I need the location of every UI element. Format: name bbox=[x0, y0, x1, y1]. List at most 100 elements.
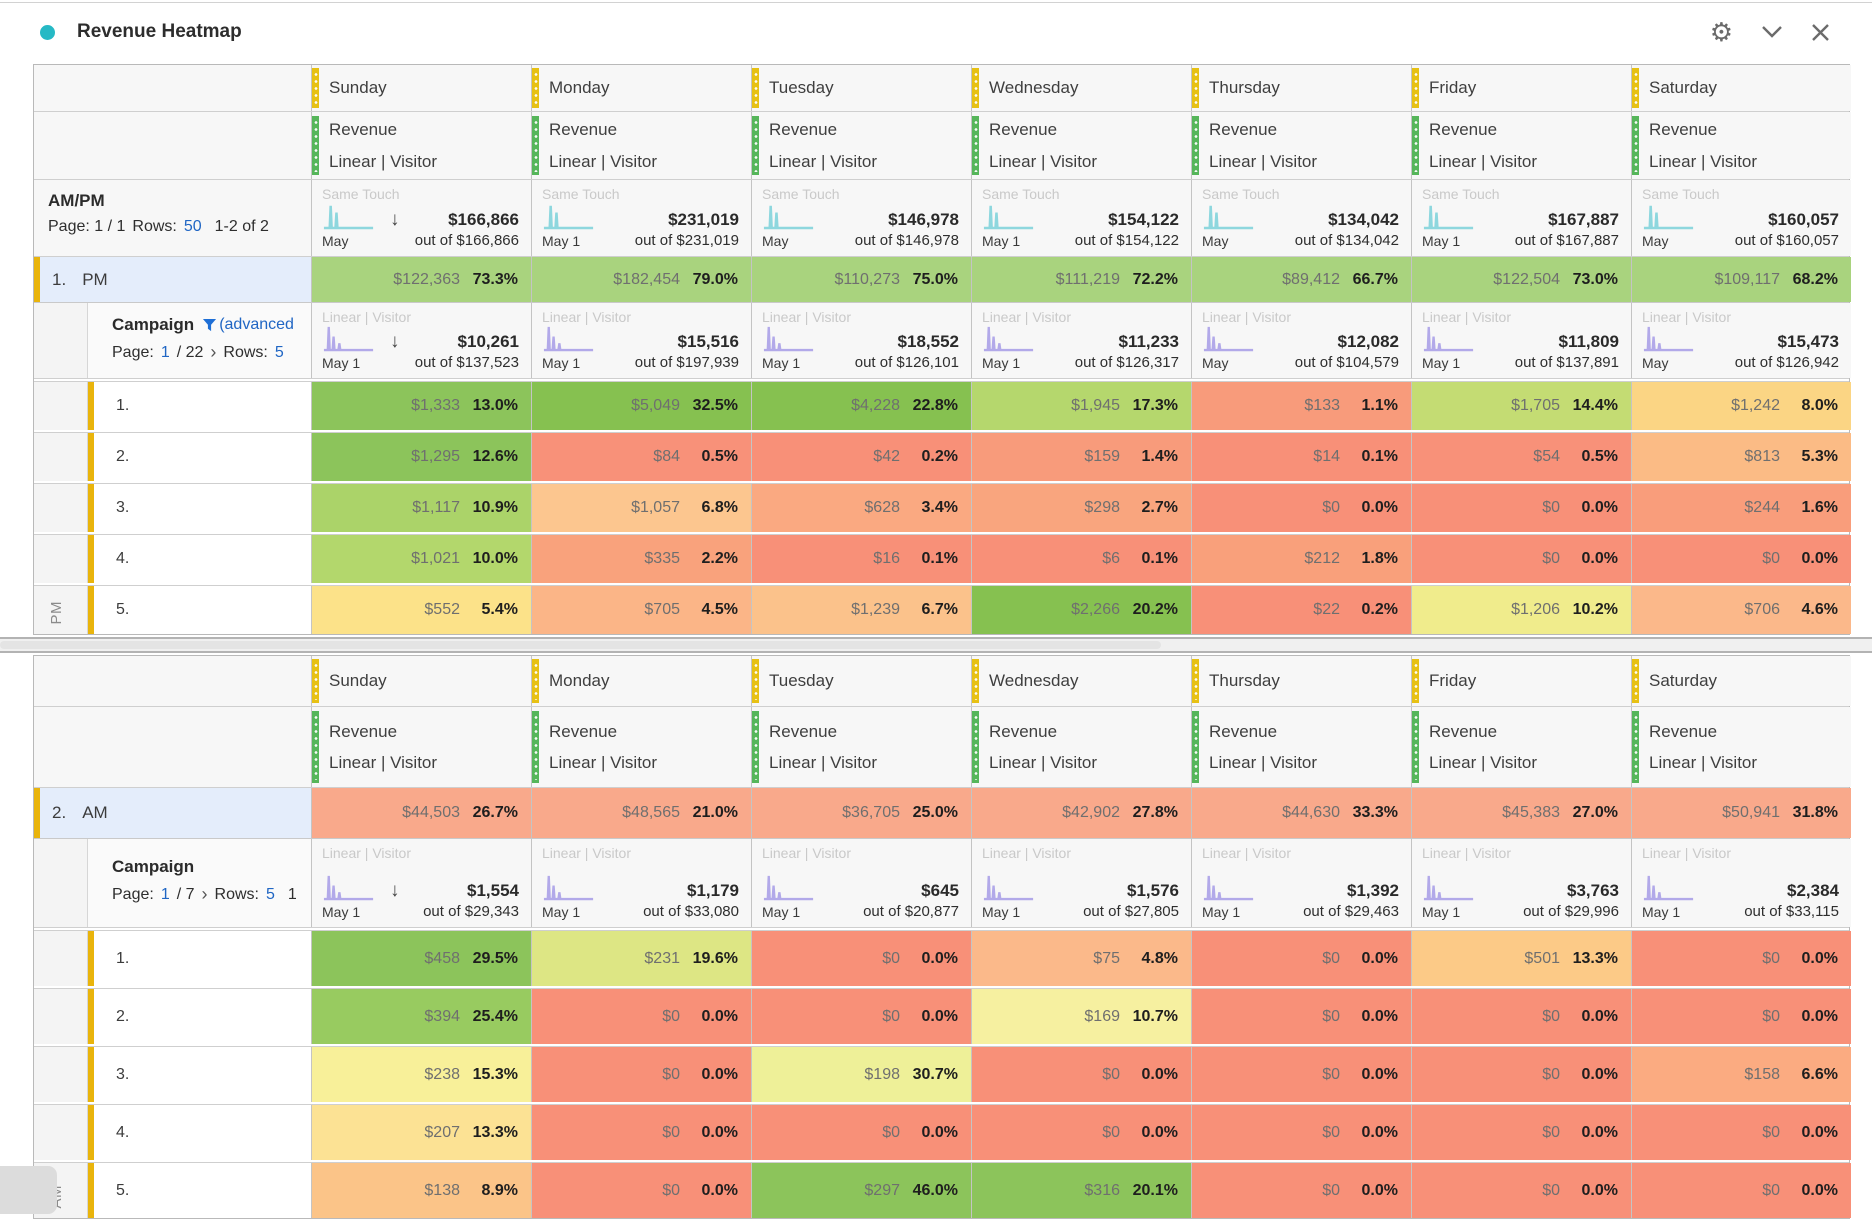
metric-drag-handle-icon[interactable] bbox=[1412, 711, 1419, 783]
column-header-label: Thursday bbox=[1209, 671, 1280, 690]
pager-rows-link[interactable]: 5 bbox=[274, 343, 284, 361]
metric-header-monday[interactable]: Revenue Linear | Visitor bbox=[531, 707, 751, 787]
cell-revenue-value: $1,295 bbox=[411, 448, 460, 465]
sort-descending-icon[interactable]: ↓ bbox=[390, 880, 400, 901]
total-value: $12,082 bbox=[1337, 332, 1399, 351]
column-drag-handle-icon[interactable] bbox=[972, 659, 979, 703]
metric-header-sunday[interactable]: Revenue Linear | Visitor bbox=[311, 707, 531, 787]
column-header-tuesday[interactable]: Tuesday bbox=[751, 65, 971, 111]
column-header-sunday[interactable]: Sunday bbox=[311, 656, 531, 706]
column-header-wednesday[interactable]: Wednesday bbox=[971, 656, 1191, 706]
column-drag-handle-icon[interactable] bbox=[972, 68, 979, 108]
metric-header-wednesday[interactable]: Revenue Linear | Visitor bbox=[971, 112, 1191, 179]
metric-labels: Revenue Linear | Visitor bbox=[1429, 114, 1537, 177]
pager-rows-link[interactable]: 5 bbox=[265, 885, 275, 903]
campaign-data-row: 5. $138 8.9% $0 0.0% $297 46.0% $316 20.1% $0 0.0%… bbox=[34, 1162, 1851, 1218]
vertical-scrollbar-thumb[interactable] bbox=[0, 1166, 57, 1214]
total-value: $15,473 bbox=[1777, 332, 1839, 351]
metric-drag-handle-icon[interactable] bbox=[1632, 116, 1639, 175]
metric-drag-handle-icon[interactable] bbox=[1192, 711, 1199, 783]
column-header-wednesday[interactable]: Wednesday bbox=[971, 65, 1191, 111]
metric-drag-handle-icon[interactable] bbox=[312, 711, 319, 783]
metric-header-wednesday[interactable]: Revenue Linear | Visitor bbox=[971, 707, 1191, 787]
column-drag-handle-icon[interactable] bbox=[312, 659, 319, 703]
cell-percent-value: 17.3% bbox=[1132, 397, 1178, 414]
sort-descending-icon[interactable]: ↓ bbox=[390, 331, 400, 352]
row-number-cell[interactable]: 1. bbox=[88, 931, 311, 986]
metric-labels: Revenue Linear | Visitor bbox=[989, 716, 1097, 779]
column-drag-handle-icon[interactable] bbox=[1412, 659, 1419, 703]
pager-current-page-link[interactable]: 1 bbox=[160, 885, 170, 903]
horizontal-scrollbar[interactable] bbox=[0, 637, 1872, 653]
sparkline-date-label: May 1 bbox=[762, 904, 801, 920]
advanced-filter-link[interactable]: (advanced bbox=[219, 316, 294, 333]
column-header-tuesday[interactable]: Tuesday bbox=[751, 656, 971, 706]
chevron-down-icon[interactable] bbox=[1761, 25, 1783, 39]
heatmap-value-cell: $0 0.0% bbox=[1191, 931, 1411, 986]
metric-header-sunday[interactable]: Revenue Linear | Visitor bbox=[311, 112, 531, 179]
column-drag-handle-icon[interactable] bbox=[1192, 68, 1199, 108]
metric-drag-handle-icon[interactable] bbox=[532, 116, 539, 175]
column-header-sunday[interactable]: Sunday bbox=[311, 65, 531, 111]
column-header-monday[interactable]: Monday bbox=[531, 656, 751, 706]
row-number-cell[interactable]: 2. bbox=[88, 989, 311, 1044]
cell-revenue-value: $1,333 bbox=[411, 397, 460, 414]
metric-drag-handle-icon[interactable] bbox=[972, 711, 979, 783]
row-number-cell[interactable]: 5. bbox=[88, 1163, 311, 1218]
column-header-thursday[interactable]: Thursday bbox=[1191, 656, 1411, 706]
metric-drag-handle-icon[interactable] bbox=[532, 711, 539, 783]
row-number-cell[interactable]: 3. bbox=[88, 484, 311, 532]
column-drag-handle-icon[interactable] bbox=[1412, 68, 1419, 108]
metric-header-tuesday[interactable]: Revenue Linear | Visitor bbox=[751, 112, 971, 179]
column-header-monday[interactable]: Monday bbox=[531, 65, 751, 111]
row-number-cell[interactable]: 3. bbox=[88, 1047, 311, 1102]
column-header-friday[interactable]: Friday bbox=[1411, 656, 1631, 706]
metric-drag-handle-icon[interactable] bbox=[752, 711, 759, 783]
metric-drag-handle-icon[interactable] bbox=[752, 116, 759, 175]
row-number-cell[interactable]: 4. bbox=[88, 535, 311, 583]
metric-drag-handle-icon[interactable] bbox=[312, 116, 319, 175]
metric-header-monday[interactable]: Revenue Linear | Visitor bbox=[531, 112, 751, 179]
sort-descending-icon[interactable]: ↓ bbox=[390, 209, 400, 230]
column-drag-handle-icon[interactable] bbox=[752, 68, 759, 108]
column-drag-handle-icon[interactable] bbox=[752, 659, 759, 703]
row-number-cell[interactable]: 2. bbox=[88, 433, 311, 481]
pager-rows-link[interactable]: 50 bbox=[183, 218, 202, 235]
row-number-cell[interactable]: 5. bbox=[88, 586, 311, 634]
metric-labels: Revenue Linear | Visitor bbox=[769, 716, 877, 779]
metric-drag-handle-icon[interactable] bbox=[1632, 711, 1639, 783]
pager-current-page-link[interactable]: 1 bbox=[160, 343, 170, 361]
horizontal-scrollbar-thumb[interactable] bbox=[0, 641, 1161, 649]
column-header-saturday[interactable]: Saturday bbox=[1631, 65, 1851, 111]
close-icon[interactable] bbox=[1811, 23, 1830, 42]
metric-header-friday[interactable]: Revenue Linear | Visitor bbox=[1411, 112, 1631, 179]
metric-drag-handle-icon[interactable] bbox=[1192, 116, 1199, 175]
metric-drag-handle-icon[interactable] bbox=[1412, 116, 1419, 175]
column-header-saturday[interactable]: Saturday bbox=[1631, 656, 1851, 706]
metric-drag-handle-icon[interactable] bbox=[972, 116, 979, 175]
column-header-friday[interactable]: Friday bbox=[1411, 65, 1631, 111]
filter-funnel-icon[interactable] bbox=[202, 318, 217, 333]
metric-labels: Revenue Linear | Visitor bbox=[329, 114, 437, 177]
column-header-thursday[interactable]: Thursday bbox=[1191, 65, 1411, 111]
summary-row-header[interactable]: 1. PM bbox=[34, 257, 311, 302]
metric-header-thursday[interactable]: Revenue Linear | Visitor bbox=[1191, 112, 1411, 179]
settings-gear-icon[interactable]: ⚙ bbox=[1709, 17, 1733, 47]
column-drag-handle-icon[interactable] bbox=[1632, 68, 1639, 108]
row-number-cell[interactable]: 1. bbox=[88, 382, 311, 430]
column-drag-handle-icon[interactable] bbox=[532, 659, 539, 703]
column-drag-handle-icon[interactable] bbox=[1632, 659, 1639, 703]
column-drag-handle-icon[interactable] bbox=[1192, 659, 1199, 703]
metric-header-tuesday[interactable]: Revenue Linear | Visitor bbox=[751, 707, 971, 787]
metric-header-thursday[interactable]: Revenue Linear | Visitor bbox=[1191, 707, 1411, 787]
metric-header-friday[interactable]: Revenue Linear | Visitor bbox=[1411, 707, 1631, 787]
row-number-cell[interactable]: 4. bbox=[88, 1105, 311, 1160]
metric-header-saturday[interactable]: Revenue Linear | Visitor bbox=[1631, 112, 1851, 179]
metric-header-saturday[interactable]: Revenue Linear | Visitor bbox=[1631, 707, 1851, 787]
summary-row-header[interactable]: 2. AM bbox=[34, 788, 311, 838]
column-drag-handle-icon[interactable] bbox=[532, 68, 539, 108]
heatmap-value-cell: $0 0.0% bbox=[1411, 989, 1631, 1044]
pager-next-page-icon[interactable]: › bbox=[210, 342, 217, 362]
pager-next-page-icon[interactable]: › bbox=[201, 884, 208, 904]
column-drag-handle-icon[interactable] bbox=[312, 68, 319, 108]
